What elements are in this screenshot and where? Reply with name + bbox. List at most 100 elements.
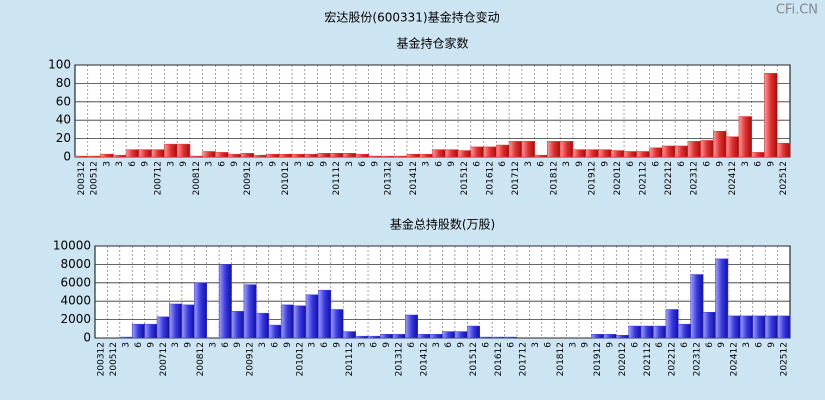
x-tick-label: 201012 bbox=[281, 161, 291, 195]
x-tick-label: 200712 bbox=[153, 161, 163, 195]
bar bbox=[280, 304, 294, 339]
x-tick-label: 6 bbox=[754, 342, 764, 348]
y-tick-label: 100 bbox=[48, 58, 71, 72]
x-tick-label: 3 bbox=[258, 342, 268, 348]
x-tick-label: 200712 bbox=[159, 342, 169, 376]
x-tick-label: 6 bbox=[655, 342, 665, 348]
x-tick-label: 6 bbox=[217, 161, 227, 167]
x-tick-label: 6 bbox=[754, 161, 764, 167]
x-tick-label: 6 bbox=[128, 161, 138, 167]
bar bbox=[442, 331, 456, 339]
x-tick-label: 202512 bbox=[779, 161, 789, 195]
x-tick-label: 201512 bbox=[460, 161, 470, 195]
bar bbox=[189, 155, 203, 158]
x-tick-label: 201812 bbox=[556, 342, 566, 376]
watermark: CFi.CN bbox=[776, 3, 818, 18]
x-tick-label: 201912 bbox=[593, 342, 603, 376]
x-tick-label: 6 bbox=[651, 161, 661, 167]
bar bbox=[194, 282, 207, 339]
x-tick-label: 6 bbox=[320, 342, 330, 348]
x-tick-label: 9 bbox=[382, 342, 392, 348]
x-tick-label: 202212 bbox=[664, 161, 674, 195]
x-tick-label: 201412 bbox=[409, 161, 419, 195]
bar bbox=[445, 149, 459, 158]
bar bbox=[491, 336, 505, 339]
bar bbox=[521, 141, 535, 158]
bar bbox=[752, 315, 766, 339]
x-tick-label: 6 bbox=[703, 161, 713, 167]
bar bbox=[256, 312, 270, 339]
x-tick-label: 3 bbox=[115, 161, 125, 167]
bar bbox=[585, 149, 599, 158]
bar bbox=[305, 294, 319, 339]
x-tick-label: 201712 bbox=[519, 342, 529, 376]
bar bbox=[318, 289, 332, 339]
x-tick-label: 6 bbox=[358, 161, 368, 167]
bar bbox=[131, 323, 145, 339]
x-tick-label: 6 bbox=[677, 161, 687, 167]
x-tick-label: 201612 bbox=[485, 161, 495, 195]
x-tick-label: 9 bbox=[600, 161, 610, 167]
bar bbox=[674, 145, 689, 158]
bar bbox=[483, 146, 497, 158]
y-tick-label: 0 bbox=[83, 331, 91, 345]
chart-title: 基金持仓家数 bbox=[396, 36, 468, 51]
x-tick-label: 201112 bbox=[332, 161, 342, 195]
bar bbox=[156, 316, 170, 339]
x-tick-label: 6 bbox=[506, 342, 516, 348]
bar bbox=[740, 315, 754, 339]
y-tick-label: 10000 bbox=[53, 239, 91, 253]
x-tick-label: 200512 bbox=[109, 342, 119, 376]
x-tick-label: 200312 bbox=[97, 342, 107, 376]
bar bbox=[381, 155, 395, 158]
x-tick-label: 6 bbox=[473, 161, 483, 167]
bar bbox=[628, 325, 642, 339]
x-tick-label: 6 bbox=[270, 342, 280, 348]
bar bbox=[368, 155, 382, 158]
x-tick-label: 9 bbox=[717, 342, 727, 348]
x-tick-label: 3 bbox=[208, 342, 218, 348]
x-tick-label: 6 bbox=[705, 342, 715, 348]
x-tick-label: 201712 bbox=[511, 161, 521, 195]
bar bbox=[215, 152, 229, 158]
bar bbox=[393, 155, 408, 158]
x-tick-label: 3 bbox=[568, 342, 578, 348]
bar bbox=[751, 152, 765, 158]
bar bbox=[611, 150, 625, 158]
bar bbox=[702, 311, 716, 339]
x-tick-label: 9 bbox=[184, 342, 194, 348]
y-tick-label: 20 bbox=[56, 131, 71, 145]
bar bbox=[231, 311, 245, 339]
x-tick-label: 9 bbox=[179, 161, 189, 167]
bar bbox=[279, 153, 293, 158]
x-tick-label: 6 bbox=[444, 342, 454, 348]
bar bbox=[623, 151, 638, 158]
bar bbox=[100, 153, 114, 158]
x-tick-label: 202412 bbox=[730, 342, 740, 376]
bar bbox=[164, 143, 178, 158]
bar bbox=[470, 146, 484, 158]
bar bbox=[138, 149, 152, 158]
bar bbox=[591, 334, 605, 339]
x-tick-label: 201912 bbox=[588, 161, 598, 195]
bar bbox=[243, 284, 257, 339]
x-tick-label: 201512 bbox=[469, 342, 479, 376]
y-tick-label: 40 bbox=[56, 113, 71, 127]
bar bbox=[616, 334, 629, 339]
x-tick-label: 9 bbox=[457, 342, 467, 348]
bar bbox=[342, 153, 357, 158]
bar bbox=[776, 142, 791, 158]
bar bbox=[392, 334, 406, 339]
x-tick-label: 6 bbox=[537, 161, 547, 167]
bar bbox=[690, 274, 704, 339]
bar bbox=[467, 325, 480, 339]
bar bbox=[603, 334, 617, 339]
bar bbox=[119, 336, 133, 339]
x-tick-label: 202512 bbox=[779, 342, 789, 376]
x-tick-label: 6 bbox=[434, 161, 444, 167]
x-tick-label: 200312 bbox=[77, 161, 87, 195]
x-tick-label: 3 bbox=[171, 342, 181, 348]
bar bbox=[355, 335, 369, 339]
bar bbox=[665, 309, 679, 339]
